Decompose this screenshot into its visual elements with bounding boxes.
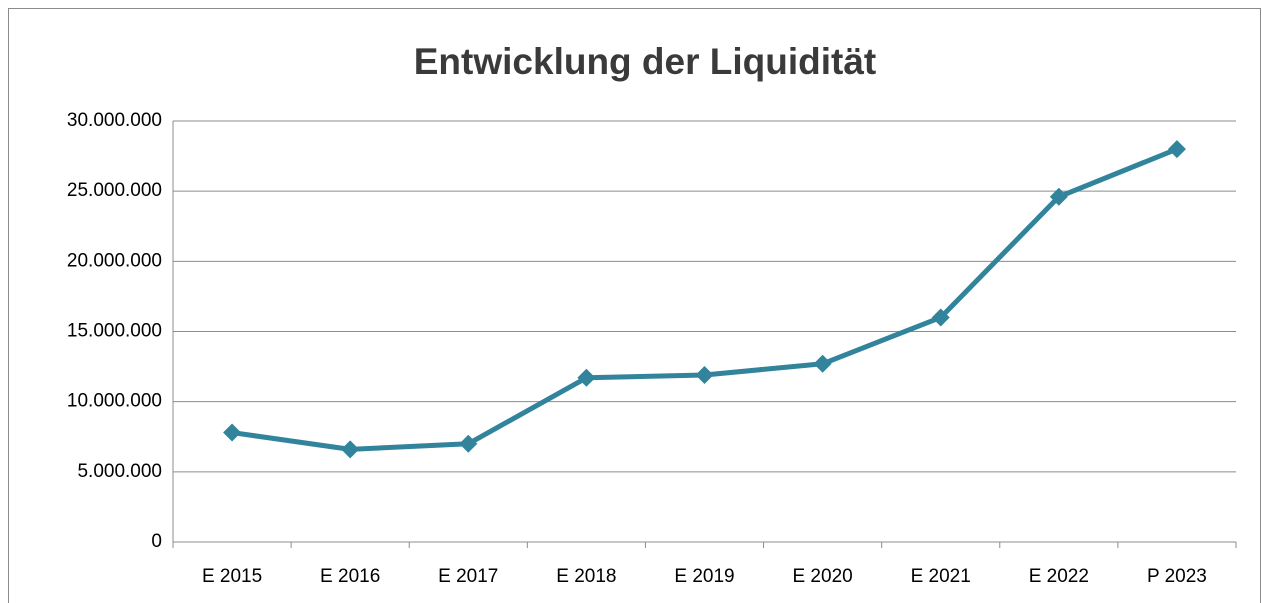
y-tick-label: 0 <box>151 531 162 552</box>
x-tick-label: E 2016 <box>320 566 380 587</box>
chart-frame <box>8 8 1261 603</box>
x-tick-label: E 2015 <box>202 566 262 587</box>
y-tick-label: 15.000.000 <box>67 321 162 342</box>
x-tick-label: E 2018 <box>556 566 616 587</box>
marker <box>577 368 596 387</box>
marker <box>931 308 950 327</box>
x-tick-label: E 2021 <box>911 566 971 587</box>
y-tick-label: 10.000.000 <box>67 391 162 412</box>
marker <box>695 366 714 385</box>
y-tick-label: 25.000.000 <box>67 180 162 201</box>
marker <box>341 440 360 459</box>
marker <box>459 434 478 453</box>
y-tick-label: 30.000.000 <box>67 110 162 131</box>
chart-title: Entwicklung der Liquidität <box>414 41 877 82</box>
marker <box>1167 140 1186 159</box>
marker <box>1049 187 1068 206</box>
marker <box>813 354 832 373</box>
marker <box>223 423 242 442</box>
x-tick-label: E 2017 <box>438 566 498 587</box>
x-tick-label: E 2019 <box>674 566 734 587</box>
y-tick-label: 5.000.000 <box>77 461 162 482</box>
x-tick-label: P 2023 <box>1147 566 1207 587</box>
x-tick-label: E 2020 <box>792 566 852 587</box>
x-tick-label: E 2022 <box>1029 566 1089 587</box>
y-tick-label: 20.000.000 <box>67 250 162 271</box>
